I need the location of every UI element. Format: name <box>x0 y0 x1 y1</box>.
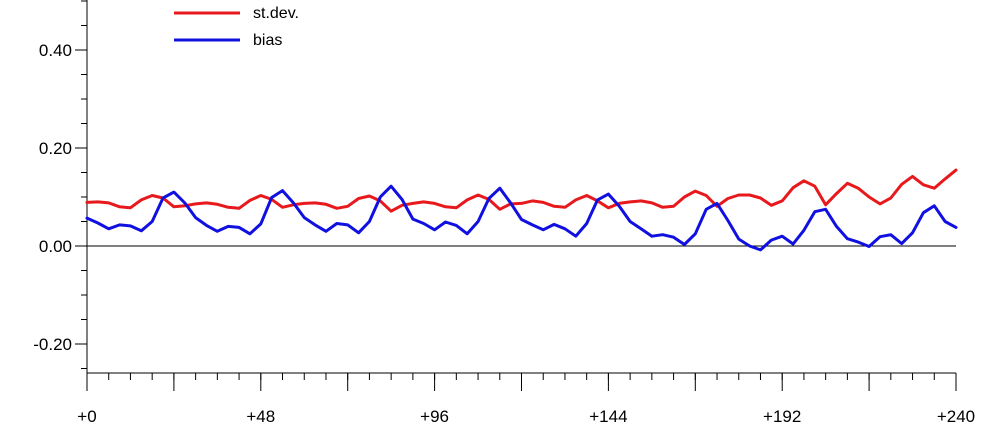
x-tick-label: +96 <box>420 407 449 423</box>
y-tick-label: 0.00 <box>39 237 72 256</box>
series-layer <box>85 168 958 252</box>
x-tick-label: +192 <box>763 407 801 423</box>
axes: 0.40 0.20 0.00 -0.20 +0 +48 +96 +144 +192 +240 <box>33 0 975 423</box>
y-tick-label: 0.20 <box>39 139 72 158</box>
legend-label-st-dev: st.dev. <box>253 5 299 22</box>
x-tick-label: +0 <box>77 407 96 423</box>
y-tick-label: 0.40 <box>39 41 72 60</box>
legend-label-bias: bias <box>253 32 282 49</box>
legend: st.dev. bias <box>174 5 299 49</box>
x-tick-label: +48 <box>246 407 275 423</box>
x-tick-label: +240 <box>937 407 975 423</box>
y-tick-label: -0.20 <box>33 335 72 354</box>
x-tick-label: +144 <box>589 407 627 423</box>
series-line-bias <box>85 184 958 252</box>
series-line-st-dev <box>85 168 958 213</box>
